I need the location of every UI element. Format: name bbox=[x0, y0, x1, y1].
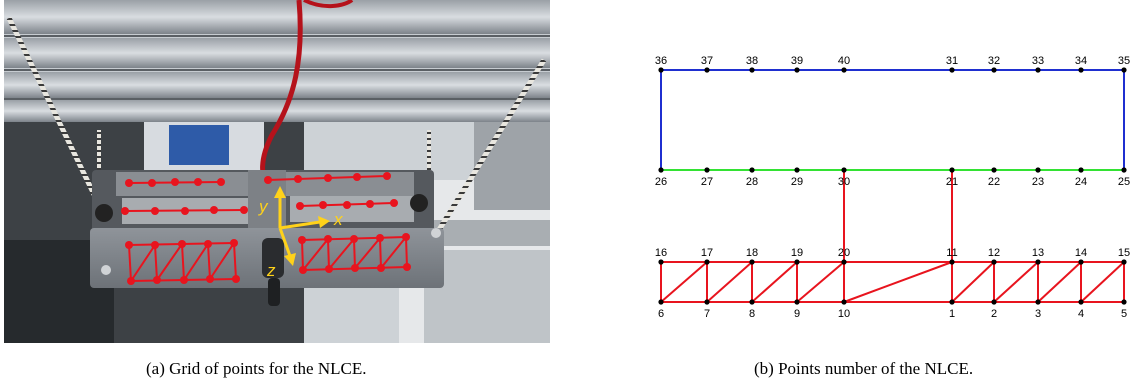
node-8 bbox=[749, 299, 755, 305]
node-20 bbox=[841, 259, 847, 265]
edge-10-11 bbox=[843, 261, 953, 303]
node-14 bbox=[1078, 259, 1084, 265]
node-label-29: 29 bbox=[791, 176, 803, 188]
node-24 bbox=[1078, 167, 1084, 173]
node-1 bbox=[949, 299, 955, 305]
node-6 bbox=[658, 299, 664, 305]
node-40 bbox=[841, 67, 847, 73]
node-label-33: 33 bbox=[1032, 55, 1044, 67]
node-label-38: 38 bbox=[746, 55, 758, 67]
edge-9-20 bbox=[796, 261, 845, 303]
node-2 bbox=[991, 299, 997, 305]
node-label-8: 8 bbox=[749, 308, 755, 320]
node-label-11: 11 bbox=[946, 247, 957, 259]
node-19 bbox=[794, 259, 800, 265]
node-17 bbox=[704, 259, 710, 265]
node-label-27: 27 bbox=[701, 176, 713, 188]
node-label-18: 18 bbox=[746, 247, 758, 259]
node-label-35: 35 bbox=[1118, 55, 1130, 67]
node-label-17: 17 bbox=[701, 247, 713, 259]
edge-1-12 bbox=[951, 261, 995, 303]
caption-b: (b) Points number of the NLCE. bbox=[754, 359, 974, 378]
node-label-19: 19 bbox=[791, 247, 803, 259]
node-label-15: 15 bbox=[1118, 247, 1130, 259]
node-label-23: 23 bbox=[1032, 176, 1044, 188]
node-label-3: 3 bbox=[1035, 308, 1041, 320]
edge-7-18 bbox=[706, 261, 753, 303]
node-5 bbox=[1121, 299, 1127, 305]
node-label-28: 28 bbox=[746, 176, 758, 188]
node-label-26: 26 bbox=[655, 176, 667, 188]
edge-3-14 bbox=[1037, 261, 1082, 303]
node-38 bbox=[749, 67, 755, 73]
node-label-12: 12 bbox=[988, 247, 1000, 259]
node-22 bbox=[991, 167, 997, 173]
node-7 bbox=[704, 299, 710, 305]
node-label-4: 4 bbox=[1078, 308, 1084, 320]
node-label-20: 20 bbox=[838, 247, 850, 259]
node-label-16: 16 bbox=[655, 247, 667, 259]
axis-label-y: y bbox=[258, 197, 269, 216]
node-37 bbox=[704, 67, 710, 73]
node-label-5: 5 bbox=[1121, 308, 1127, 320]
node-label-36: 36 bbox=[655, 55, 667, 67]
node-36 bbox=[658, 67, 664, 73]
node-11 bbox=[949, 259, 955, 265]
node-15 bbox=[1121, 259, 1127, 265]
node-label-37: 37 bbox=[701, 55, 713, 67]
node-28 bbox=[749, 167, 755, 173]
node-label-24: 24 bbox=[1075, 176, 1087, 188]
node-label-10: 10 bbox=[838, 308, 850, 320]
node-13 bbox=[1035, 259, 1041, 265]
node-35 bbox=[1121, 67, 1127, 73]
node-33 bbox=[1035, 67, 1041, 73]
node-4 bbox=[1078, 299, 1084, 305]
edge-8-19 bbox=[751, 261, 798, 303]
node-26 bbox=[658, 167, 664, 173]
node-25 bbox=[1121, 167, 1127, 173]
node-label-21: 21 bbox=[946, 176, 958, 188]
node-label-7: 7 bbox=[704, 308, 710, 320]
node-23 bbox=[1035, 167, 1041, 173]
graph-edges bbox=[660, 69, 1125, 303]
node-label-14: 14 bbox=[1075, 247, 1087, 259]
caption-a: (a) Grid of points for the NLCE. bbox=[146, 359, 367, 378]
node-label-1: 1 bbox=[949, 308, 955, 320]
node-label-9: 9 bbox=[794, 308, 800, 320]
node-16 bbox=[658, 259, 664, 265]
node-10 bbox=[841, 299, 847, 305]
node-34 bbox=[1078, 67, 1084, 73]
node-9 bbox=[794, 299, 800, 305]
node-3 bbox=[1035, 299, 1041, 305]
node-21 bbox=[949, 167, 955, 173]
node-29 bbox=[794, 167, 800, 173]
nlce-photo: y x z bbox=[4, 0, 550, 343]
node-label-40: 40 bbox=[838, 55, 850, 67]
edge-4-15 bbox=[1080, 261, 1125, 303]
node-label-39: 39 bbox=[791, 55, 803, 67]
node-27 bbox=[704, 167, 710, 173]
node-18 bbox=[749, 259, 755, 265]
axis-label-z: z bbox=[266, 261, 276, 280]
node-30 bbox=[841, 167, 847, 173]
node-12 bbox=[991, 259, 997, 265]
node-label-2: 2 bbox=[991, 308, 997, 320]
node-label-31: 31 bbox=[946, 55, 958, 67]
node-label-32: 32 bbox=[988, 55, 1000, 67]
node-label-6: 6 bbox=[658, 308, 664, 320]
edge-6-17 bbox=[660, 261, 708, 303]
axis-label-x: x bbox=[333, 210, 343, 229]
node-label-22: 22 bbox=[988, 176, 1000, 188]
node-label-13: 13 bbox=[1032, 247, 1044, 259]
edge-2-13 bbox=[993, 261, 1039, 303]
node-label-25: 25 bbox=[1118, 176, 1130, 188]
node-label-30: 30 bbox=[838, 176, 850, 188]
node-39 bbox=[794, 67, 800, 73]
node-label-34: 34 bbox=[1075, 55, 1087, 67]
node-32 bbox=[991, 67, 997, 73]
node-31 bbox=[949, 67, 955, 73]
